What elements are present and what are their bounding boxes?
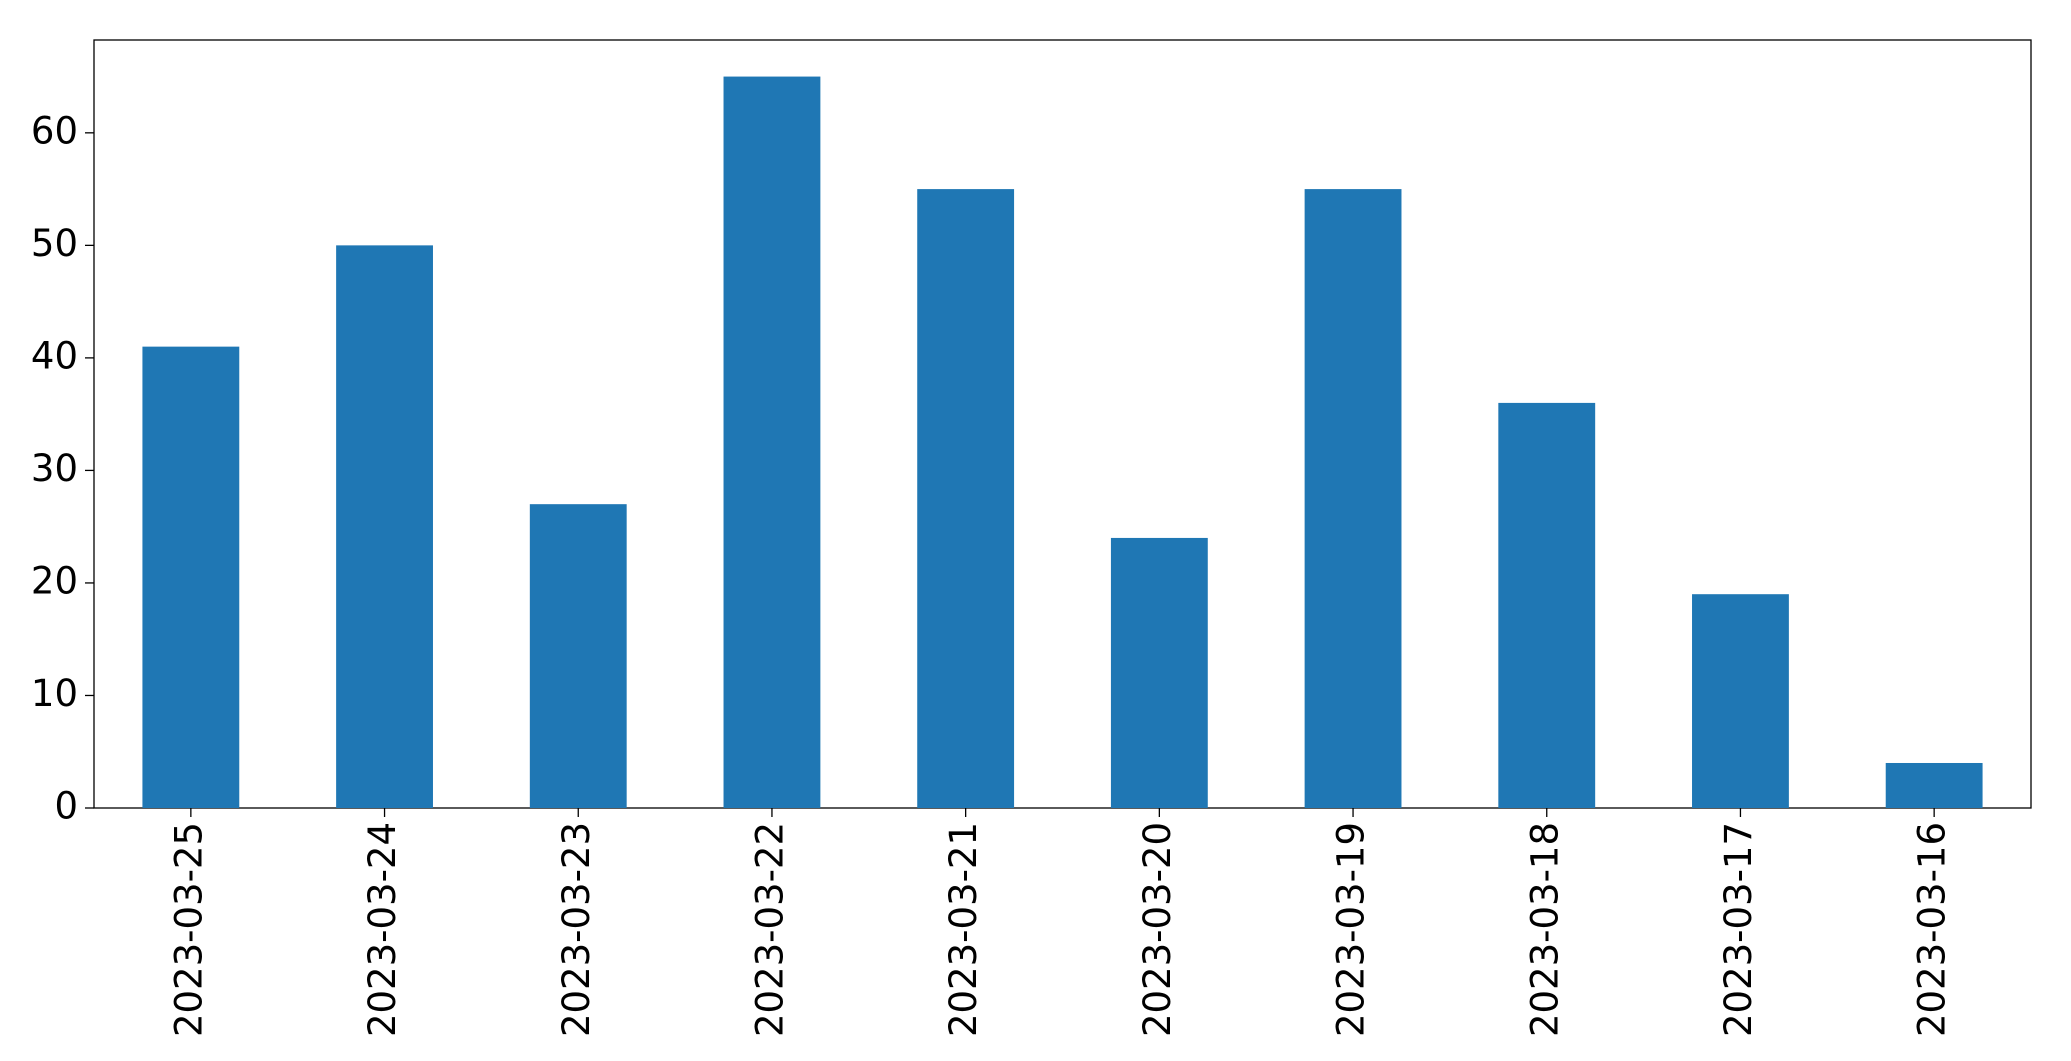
y-tick-label: 50 <box>31 222 78 265</box>
y-tick-label: 40 <box>31 334 78 377</box>
bar <box>1885 762 1983 808</box>
y-tick-label: 10 <box>31 672 78 715</box>
bar <box>723 76 821 809</box>
x-tick-label: 2023-03-20 <box>1136 822 1179 1037</box>
bar <box>529 504 627 808</box>
y-tick-label: 20 <box>31 559 78 602</box>
x-tick-label: 2023-03-16 <box>1911 822 1954 1037</box>
bar <box>1304 189 1402 809</box>
x-tick-label: 2023-03-18 <box>1523 822 1566 1037</box>
x-tick-label: 2023-03-21 <box>942 822 985 1037</box>
y-tick-label: 30 <box>31 447 78 490</box>
x-tick-label: 2023-03-19 <box>1330 822 1373 1037</box>
bar <box>1110 537 1208 808</box>
x-tick-label: 2023-03-17 <box>1717 822 1760 1037</box>
y-tick-label: 0 <box>54 785 78 828</box>
bar <box>917 189 1015 809</box>
bar <box>1692 594 1789 808</box>
bar <box>142 346 240 808</box>
x-tick-label: 2023-03-25 <box>167 822 210 1037</box>
x-tick-label: 2023-03-22 <box>748 822 791 1037</box>
plot-frame <box>93 39 2032 809</box>
y-tick-label: 60 <box>31 109 78 152</box>
bar <box>1498 402 1596 808</box>
bar <box>336 245 433 808</box>
x-tick-label: 2023-03-23 <box>555 822 598 1037</box>
x-tick-label: 2023-03-24 <box>361 822 404 1037</box>
